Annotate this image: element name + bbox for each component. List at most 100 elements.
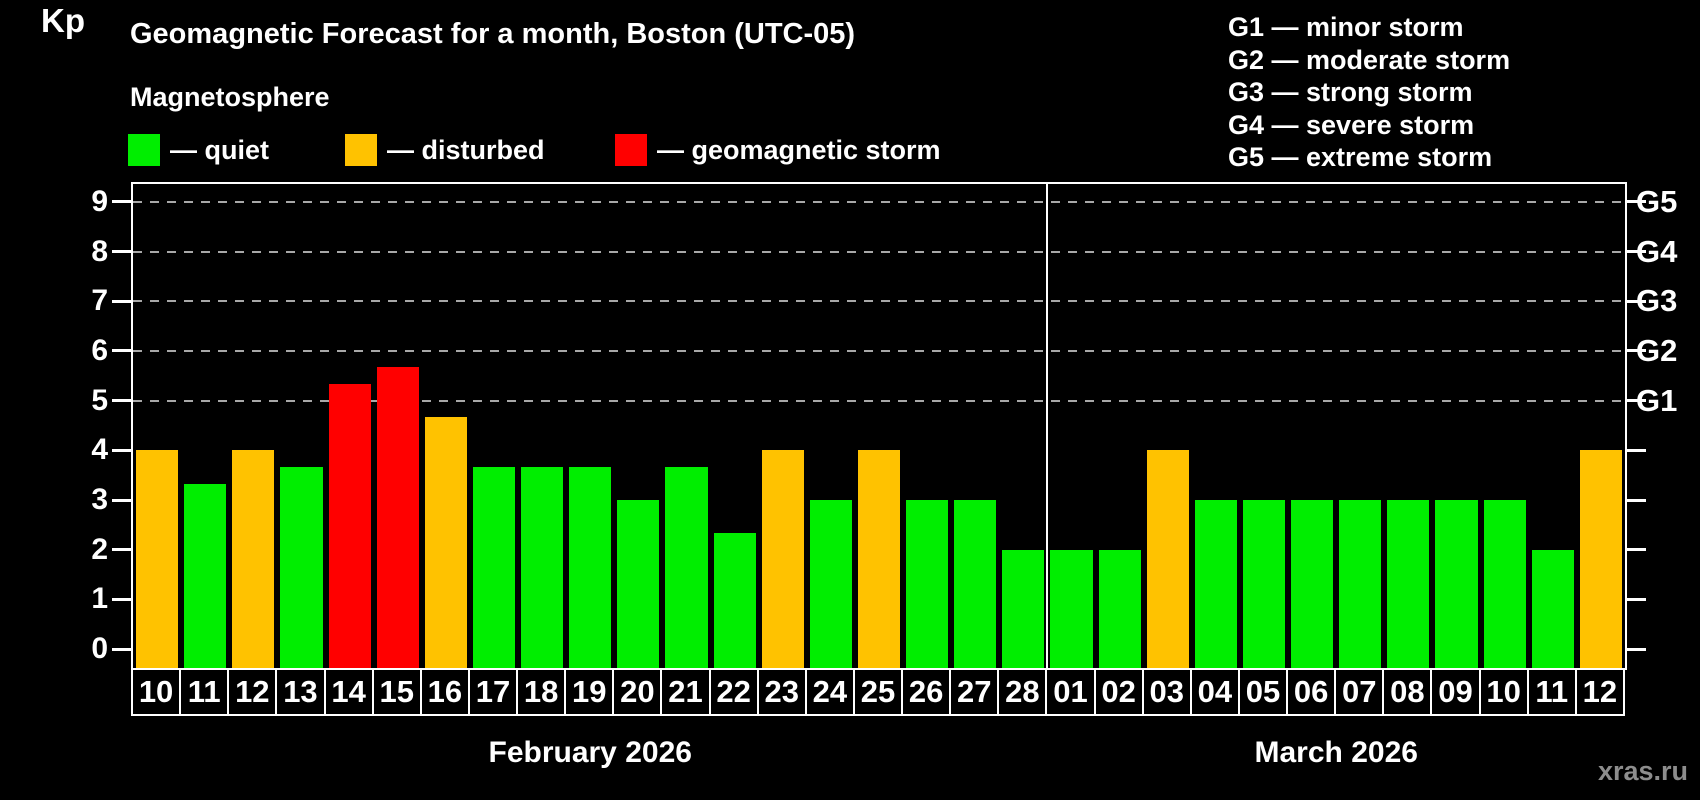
day-cell: 02: [1093, 668, 1144, 716]
y-axis-tick-left-4: [112, 448, 131, 452]
day-cell: 01: [1045, 668, 1096, 716]
day-cell: 07: [1334, 668, 1385, 716]
day-cell: 11: [179, 668, 230, 716]
kp-bar-february-10: [136, 450, 179, 668]
kp-bar-march-09: [1435, 500, 1478, 668]
kp-bar-march-10: [1483, 500, 1526, 668]
y-axis-tick-right-7: [1627, 299, 1646, 303]
kp-bar-march-01: [1050, 549, 1093, 668]
y-axis-tick-left-0: [112, 647, 131, 651]
legend-label-storm: — geomagnetic storm: [657, 135, 941, 165]
day-cell: 08: [1382, 668, 1433, 716]
right-axis-label-G4: G4: [1636, 233, 1678, 269]
kp-bar-february-20: [617, 500, 660, 668]
y-axis-tick-label-7: 7: [91, 284, 108, 318]
kp-bar-february-11: [184, 483, 227, 668]
g-scale-line: G1 — minor storm: [1228, 12, 1464, 42]
gridline-kp9: [133, 200, 1625, 203]
y-axis-tick-label-3: 3: [91, 483, 108, 517]
y-axis-tick-label-4: 4: [91, 433, 108, 467]
y-axis-tick-right-5: [1627, 399, 1646, 403]
y-axis-tick-label-8: 8: [91, 234, 108, 268]
day-cell: 12: [1574, 668, 1625, 716]
kp-bar-february-16: [424, 417, 467, 668]
right-axis-label-G2: G2: [1636, 332, 1678, 368]
kp-bar-february-15: [376, 367, 419, 668]
day-cell: 20: [612, 668, 663, 716]
y-axis-tick-label-1: 1: [91, 582, 108, 616]
kp-bar-february-14: [328, 384, 371, 668]
kp-bar-february-27: [954, 500, 997, 668]
y-axis-tick-left-8: [112, 250, 131, 254]
day-cell: 14: [323, 668, 374, 716]
month-label: March 2026: [1254, 736, 1418, 769]
gridline-kp7: [133, 300, 1625, 303]
kp-bar-march-12: [1579, 450, 1622, 668]
kp-bar-february-23: [761, 450, 804, 668]
kp-bar-february-18: [521, 466, 564, 668]
legend-label-quiet: — quiet: [170, 135, 269, 165]
kp-bar-february-21: [665, 466, 708, 668]
page-subtitle: Magnetosphere: [130, 82, 330, 112]
kp-bar-february-17: [472, 466, 516, 668]
y-axis-tick-left-6: [112, 349, 131, 353]
kp-bar-february-25: [857, 450, 901, 668]
day-cell: 21: [660, 668, 711, 716]
kp-bar-february-28: [1002, 549, 1045, 668]
g-scale-line: G4 — severe storm: [1228, 109, 1475, 140]
day-cell: 15: [371, 668, 422, 716]
y-axis-tick-label-2: 2: [91, 532, 108, 566]
day-cell: 09: [1430, 668, 1481, 716]
page-title: Geomagnetic Forecast for a month, Boston…: [130, 18, 856, 50]
gridline-kp5: [133, 399, 1625, 402]
g-scale-line: G2 — moderate storm: [1228, 44, 1511, 75]
kp-bar-february-22: [713, 533, 756, 668]
day-cell: 28: [997, 668, 1048, 716]
day-cell: 23: [756, 668, 807, 716]
day-cell: 04: [1189, 668, 1240, 716]
kp-bar-march-06: [1291, 500, 1334, 668]
y-axis-tick-left-2: [112, 548, 131, 552]
y-axis-tick-right-6: [1627, 349, 1646, 353]
watermark: xras.ru: [1597, 756, 1688, 786]
kp-bar-march-11: [1531, 549, 1574, 668]
g-scale-legend: G1 — minor storm G2 — moderate storm G3 — …: [1228, 11, 1510, 174]
right-axis-label-G5: G5: [1636, 183, 1678, 219]
g-scale-line: G5 — extreme storm: [1228, 142, 1493, 173]
kp-bar-february-24: [809, 500, 852, 668]
y-axis-tick-left-3: [112, 498, 131, 502]
kp-bar-february-19: [569, 466, 612, 668]
right-axis-label-G3: G3: [1636, 283, 1678, 319]
month-separator: [1046, 184, 1049, 668]
day-cell: 12: [227, 668, 278, 716]
y-axis-tick-right-4: [1627, 448, 1646, 452]
day-cell: 16: [419, 668, 470, 716]
y-axis-tick-label-9: 9: [91, 184, 108, 218]
day-cell: 22: [708, 668, 759, 716]
day-cell: 24: [804, 668, 855, 716]
right-axis-label-G1: G1: [1636, 382, 1678, 418]
day-cell: 11: [1526, 668, 1577, 716]
legend-label-disturbed: — disturbed: [387, 135, 545, 165]
legend-swatch-quiet: [128, 134, 160, 166]
y-axis-tick-left-1: [112, 597, 131, 601]
day-cell: 03: [1141, 668, 1192, 716]
legend-swatch-storm: [615, 134, 647, 166]
y-axis-tick-right-3: [1627, 498, 1646, 502]
day-cell: 18: [516, 668, 567, 716]
day-cell: 27: [949, 668, 1000, 716]
y-axis-tick-left-5: [112, 399, 131, 403]
g-scale-line: G3 — strong storm: [1228, 77, 1473, 108]
y-axis-tick-left-9: [112, 200, 131, 204]
y-axis-tick-left-7: [112, 299, 131, 303]
y-axis-tick-label-5: 5: [91, 383, 108, 417]
plot-area: [133, 184, 1625, 668]
day-cell: 10: [1478, 668, 1529, 716]
y-axis-title: Kp: [41, 2, 85, 39]
day-cell: 05: [1237, 668, 1289, 716]
month-label: February 2026: [488, 736, 692, 769]
day-cell: 25: [852, 668, 904, 716]
kp-bar-february-12: [232, 450, 275, 668]
day-cell: 19: [564, 668, 615, 716]
